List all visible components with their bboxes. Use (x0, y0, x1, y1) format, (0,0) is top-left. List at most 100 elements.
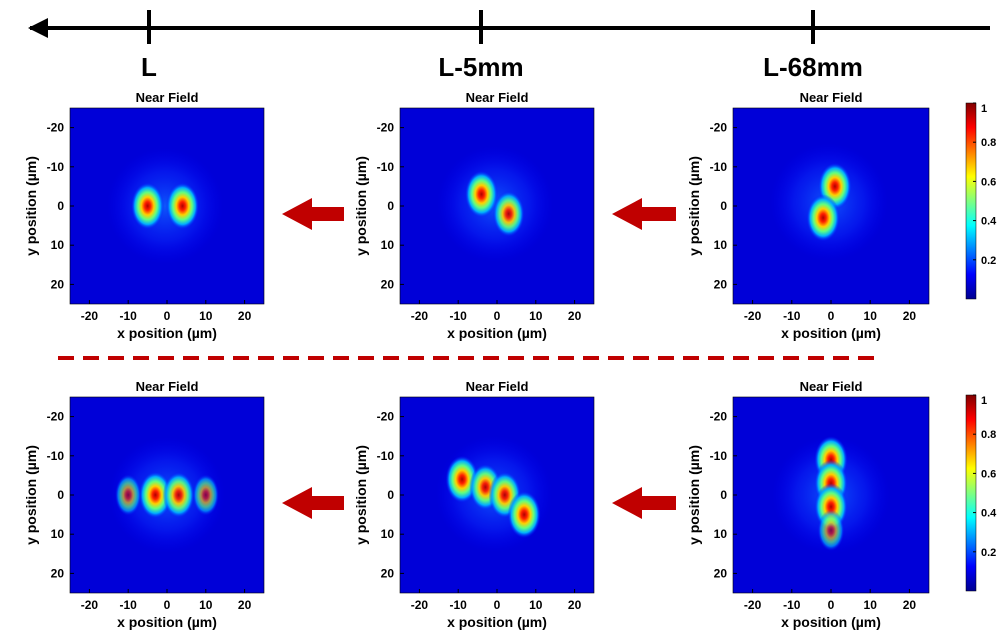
x-tick-label: -10 (450, 598, 468, 612)
x-tick-label: 20 (903, 309, 917, 323)
colorbar-tick-label: 0.8 (981, 429, 996, 441)
heatmap-panel: -20 -10 0 10 20 -20 -10 0 10 20 Near Field x positi… (686, 90, 930, 341)
y-tick-label: -20 (47, 410, 65, 424)
x-axis-label: x position (µm) (447, 614, 547, 630)
y-tick-label: 0 (720, 199, 727, 213)
y-tick-label: 0 (57, 488, 64, 502)
x-tick-label: 10 (864, 598, 878, 612)
x-tick-label: -10 (450, 309, 468, 323)
y-axis-label: y position (µm) (353, 156, 369, 256)
plot-title: Near Field (136, 379, 199, 394)
x-tick-label: 10 (199, 309, 213, 323)
y-axis-label: y position (µm) (686, 445, 702, 545)
y-tick-label: 0 (720, 488, 727, 502)
y-tick-label: 0 (387, 488, 394, 502)
y-axis-label: y position (µm) (23, 156, 39, 256)
x-tick-label: 20 (238, 309, 252, 323)
y-tick-label: 10 (714, 238, 728, 252)
intensity-peak (507, 491, 541, 539)
intensity-peak (492, 190, 525, 237)
x-tick-label: 10 (529, 598, 543, 612)
intensity-peak (806, 194, 840, 242)
x-tick-label: 0 (164, 598, 171, 612)
colorbar: 0.2 0.4 0.6 0.8 1 (965, 102, 997, 300)
y-tick-label: 0 (57, 199, 64, 213)
transition-arrow (282, 487, 344, 519)
x-tick-label: -10 (783, 309, 801, 323)
y-tick-label: 10 (51, 238, 65, 252)
beam-halo (106, 147, 224, 265)
x-tick-label: 20 (238, 598, 252, 612)
y-tick-label: -20 (377, 410, 395, 424)
y-tick-label: 20 (381, 566, 395, 580)
x-tick-label: -20 (744, 598, 762, 612)
x-tick-label: 0 (828, 309, 835, 323)
colorbar: 0.2 0.4 0.6 0.8 1 (965, 394, 997, 592)
intensity-peak (162, 472, 195, 518)
x-tick-label: 10 (529, 309, 543, 323)
stage-label: L (141, 52, 157, 82)
colorbar-gradient (965, 102, 977, 300)
x-axis-label: x position (µm) (781, 325, 881, 341)
x-axis-label: x position (µm) (447, 325, 547, 341)
intensity-peak (464, 170, 498, 218)
transition-arrow (612, 487, 676, 519)
intensity-peak (138, 471, 172, 519)
y-tick-label: 10 (381, 238, 395, 252)
x-tick-label: -20 (411, 309, 429, 323)
y-tick-label: 20 (381, 277, 395, 291)
x-tick-label: 20 (903, 598, 917, 612)
y-tick-label: -20 (47, 121, 65, 135)
y-tick-label: -10 (377, 160, 395, 174)
y-tick-label: 20 (51, 277, 65, 291)
y-tick-label: 20 (51, 566, 65, 580)
heatmap-panel: -20 -10 0 10 20 -20 -10 0 10 20 Near Field x positi… (23, 379, 265, 630)
transition-arrow (282, 198, 344, 230)
colorbar-tick-label: 0.6 (981, 176, 996, 188)
colorbar-tick-label: 0.4 (981, 216, 997, 228)
plot-title: Near Field (800, 379, 863, 394)
y-tick-label: -20 (710, 121, 728, 135)
x-tick-label: 20 (568, 309, 582, 323)
colorbar-tick-label: 1 (981, 395, 987, 407)
colorbar-tick-label: 0.4 (981, 508, 997, 520)
plot-title: Near Field (466, 90, 529, 105)
x-tick-label: -20 (81, 309, 99, 323)
y-tick-label: -10 (47, 449, 65, 463)
y-tick-label: 0 (387, 199, 394, 213)
x-tick-label: 0 (494, 598, 501, 612)
y-tick-label: 10 (51, 527, 65, 541)
y-tick-label: 10 (714, 527, 728, 541)
y-axis-label: y position (µm) (23, 445, 39, 545)
colorbar-tick-label: 0.2 (981, 255, 996, 267)
y-tick-label: -10 (47, 160, 65, 174)
y-tick-label: -10 (377, 449, 395, 463)
y-axis-label: y position (µm) (353, 445, 369, 545)
x-tick-label: 20 (568, 598, 582, 612)
y-axis-label: y position (µm) (686, 156, 702, 256)
colorbar-tick-label: 1 (981, 103, 987, 115)
x-axis-label: x position (µm) (117, 325, 217, 341)
heatmap-panel: -20 -10 0 10 20 -20 -10 0 10 20 Near Field x positi… (353, 379, 595, 630)
stage-label: L-5mm (438, 52, 523, 82)
x-tick-label: -20 (81, 598, 99, 612)
x-tick-label: -20 (411, 598, 429, 612)
intensity-peak (817, 509, 845, 551)
colorbar-tick-label: 0.6 (981, 468, 996, 480)
y-tick-label: -10 (710, 160, 728, 174)
x-axis-label: x position (µm) (781, 614, 881, 630)
plot-title: Near Field (466, 379, 529, 394)
intensity-peak (115, 474, 142, 516)
x-axis-label: x position (µm) (117, 614, 217, 630)
x-tick-label: -10 (120, 309, 138, 323)
transition-arrow (612, 198, 676, 230)
heatmap-panel: -20 -10 0 10 20 -20 -10 0 10 20 Near Field x positi… (686, 379, 930, 630)
intensity-peak (131, 182, 165, 230)
y-tick-label: 10 (381, 527, 395, 541)
x-tick-label: 0 (494, 309, 501, 323)
intensity-peak (166, 182, 200, 230)
x-tick-label: 0 (164, 309, 171, 323)
y-tick-label: -10 (710, 449, 728, 463)
plot-title: Near Field (800, 90, 863, 105)
colorbar-tick-label: 0.8 (981, 137, 996, 149)
